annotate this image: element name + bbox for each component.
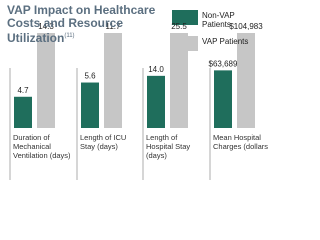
value-label: 14.3	[38, 22, 54, 31]
bar	[237, 33, 255, 128]
value-label: 5.6	[84, 72, 96, 81]
value-label: 11.7	[106, 22, 122, 31]
value-label: $104,983	[229, 22, 263, 31]
value-label: 14.0	[148, 65, 164, 74]
plot: 4.7 14.3 5.6 11.7 14.0 25.5 $63,689 $104,983	[9, 10, 263, 180]
bar	[81, 82, 99, 128]
bar	[214, 70, 232, 128]
category-label: Length of Hospital Stay (days)	[146, 133, 191, 160]
bar	[147, 75, 165, 128]
value-label: 25.5	[171, 22, 187, 31]
chart-title-block: VAP Impact on Healthcare Costs and Resou…	[7, 4, 167, 45]
bar	[170, 33, 188, 128]
chart-title: VAP Impact on Healthcare Costs and Resou…	[7, 3, 156, 45]
bar	[104, 33, 122, 128]
value-label: 4.7	[17, 86, 29, 95]
title-reference: (11)	[64, 33, 75, 39]
legend-swatch	[172, 10, 198, 25]
chart: 4.7 14.3 5.6 11.7 14.0 25.5 $63,689 $104,983 VA…	[7, 3, 268, 180]
category-label: Duration of Mechanical Ventilation (days…	[13, 133, 71, 160]
bar	[37, 33, 55, 128]
category-label: Mean Hospital Charges (dollars)	[213, 133, 268, 151]
legend-label: VAP Patients	[202, 37, 249, 46]
legend-label: Non-VAP Patients	[202, 11, 235, 29]
bar	[14, 96, 32, 128]
value-label: $63,689	[209, 59, 238, 68]
category-label: Length of ICU Stay (days)	[80, 133, 127, 151]
